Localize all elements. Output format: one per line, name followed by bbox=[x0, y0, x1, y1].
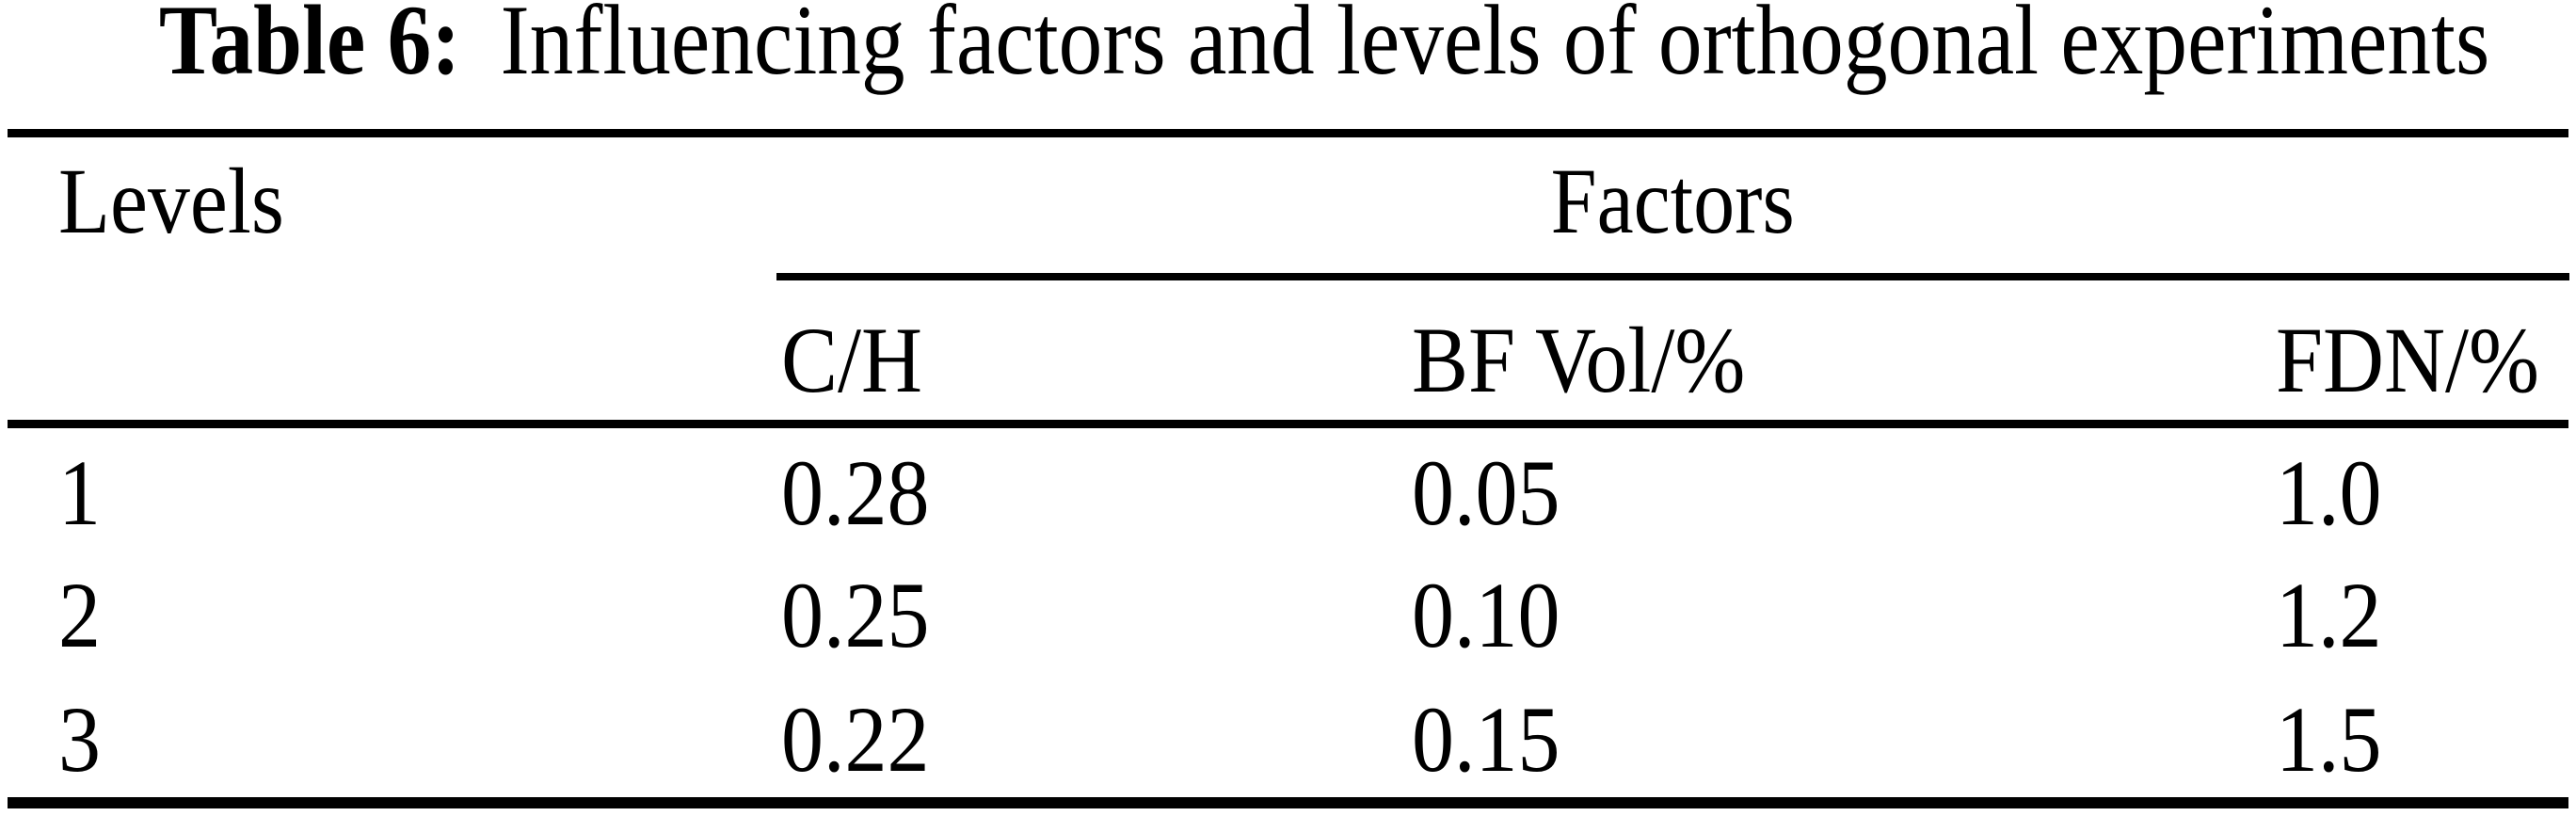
table-cell-level-3: 3 bbox=[58, 687, 101, 792]
bottom-rule bbox=[8, 797, 2568, 808]
table-caption: Table 6: Influencing factors and levels o… bbox=[0, 0, 2576, 90]
table-cell-level-2: 2 bbox=[58, 563, 101, 667]
header-levels: Levels bbox=[58, 149, 284, 253]
header-factors: Factors bbox=[1550, 149, 1796, 253]
table-cell-ch-2: 0.25 bbox=[781, 563, 930, 667]
table-cell-level-1: 1 bbox=[58, 440, 101, 545]
table-cell-ch-1: 0.28 bbox=[781, 440, 930, 545]
factors-underline-rule bbox=[776, 273, 2569, 280]
top-rule bbox=[8, 129, 2568, 137]
table-caption-number: Table 6: bbox=[158, 0, 461, 95]
table-cell-fdn-1: 1.0 bbox=[2276, 440, 2382, 545]
header-body-divider-rule bbox=[8, 420, 2568, 428]
column-header-ch: C/H bbox=[781, 308, 923, 412]
column-header-fdn: FDN/% bbox=[2276, 308, 2540, 412]
table-cell-fdn-3: 1.5 bbox=[2276, 687, 2382, 792]
table-caption-title: Influencing factors and levels of orthog… bbox=[500, 0, 2490, 95]
table-cell-bf-vol-1: 0.05 bbox=[1412, 440, 1560, 545]
column-header-bf-vol: BF Vol/% bbox=[1412, 308, 1746, 412]
table-cell-bf-vol-3: 0.15 bbox=[1412, 687, 1560, 792]
table-cell-ch-3: 0.22 bbox=[781, 687, 930, 792]
table-cell-fdn-2: 1.2 bbox=[2276, 563, 2382, 667]
table-cell-bf-vol-2: 0.10 bbox=[1412, 563, 1560, 667]
